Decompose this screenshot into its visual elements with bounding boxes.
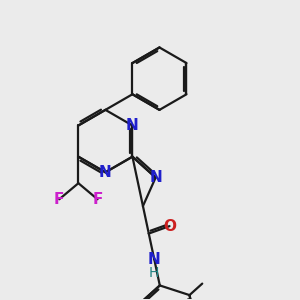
Text: N: N [148,252,161,267]
Text: N: N [149,170,162,185]
Text: F: F [92,192,103,207]
Text: N: N [99,165,112,180]
Text: F: F [54,192,64,207]
Text: H: H [149,266,160,280]
Text: N: N [126,118,139,133]
Text: O: O [163,219,176,234]
